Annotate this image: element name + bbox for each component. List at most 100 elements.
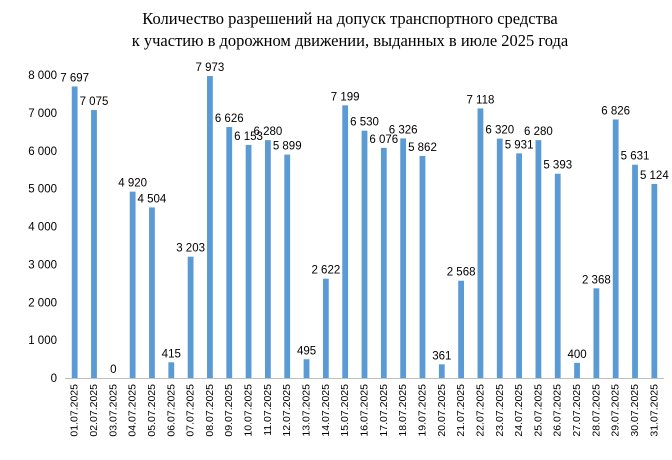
bar-value-label: 6 153 (234, 131, 263, 143)
x-tick-label: 09.07.2025 (223, 384, 235, 437)
bar (149, 207, 155, 378)
bar-value-label: 5 124 (640, 170, 669, 182)
bar (535, 140, 542, 378)
x-tick-label: 05.07.2025 (146, 384, 158, 437)
bar (322, 278, 329, 378)
bar (574, 362, 580, 378)
x-tick-label: 06.07.2025 (165, 384, 177, 437)
bar-value-label: 5 899 (273, 141, 302, 153)
bar-value-label: 415 (162, 348, 181, 360)
bar-value-label: 6 626 (215, 113, 244, 125)
y-tick-label: 6 000 (28, 146, 57, 158)
y-tick-label: 4 000 (28, 222, 57, 234)
chart-title-line-1: Количество разрешений на допуск транспор… (142, 9, 558, 28)
bar-value-label: 495 (297, 345, 316, 357)
bar (554, 173, 561, 378)
bar-value-label: 7 199 (331, 91, 360, 103)
x-tick-label: 03.07.2025 (107, 384, 119, 437)
bar (612, 119, 619, 379)
x-tick-label: 24.07.2025 (513, 384, 525, 437)
bar (458, 280, 465, 378)
x-tick-label: 01.07.2025 (69, 384, 81, 437)
bar (168, 362, 175, 378)
bar (438, 364, 445, 378)
x-tick-label: 12.07.2025 (281, 384, 293, 437)
x-tick-label: 23.07.2025 (494, 384, 506, 437)
bar (361, 130, 368, 378)
x-tick-label: 14.07.2025 (320, 384, 332, 437)
bar (651, 183, 658, 378)
x-tick-label: 27.07.2025 (571, 384, 583, 437)
bar-value-label: 4 920 (118, 178, 147, 190)
bar-value-label: 6 530 (350, 117, 379, 129)
bar (129, 191, 136, 378)
x-tick-label: 15.07.2025 (339, 384, 351, 437)
x-tick-label: 16.07.2025 (359, 384, 371, 437)
bar (245, 144, 252, 378)
x-tick-label: 10.07.2025 (243, 384, 255, 437)
bar (226, 127, 233, 378)
bar-value-label: 6 320 (485, 125, 514, 137)
x-tick-label: 20.07.2025 (436, 384, 448, 437)
bar-value-label: 0 (110, 364, 116, 376)
x-tick-label: 13.07.2025 (301, 384, 313, 437)
bar-value-label: 5 931 (505, 139, 534, 151)
y-tick-label: 5 000 (28, 184, 57, 196)
bar-value-label: 4 504 (138, 193, 167, 205)
x-tick-label: 26.07.2025 (552, 384, 564, 437)
bar (91, 110, 97, 379)
x-tick-label: 17.07.2025 (378, 384, 390, 437)
bar (400, 138, 407, 378)
bar-value-label: 7 075 (80, 96, 109, 108)
bar (593, 288, 600, 378)
x-tick-labels: 01.07.2025 02.07.2025 03.07.2025 04.07.2025… (69, 384, 661, 437)
bar-value-label: 7 973 (196, 62, 225, 74)
chart-title-line-2: к участию в дорожном движении, выданных … (132, 31, 569, 50)
bar-value-label: 361 (432, 350, 451, 362)
bar (264, 140, 271, 378)
bar (419, 155, 426, 378)
bars (71, 76, 658, 379)
bar-value-label: 6 326 (389, 124, 418, 136)
x-tick-label: 11.07.2025 (262, 384, 274, 436)
x-tick-label: 22.07.2025 (474, 384, 486, 437)
y-tick-label: 1 000 (28, 335, 57, 347)
bar (516, 153, 522, 378)
bar (342, 105, 349, 378)
x-tick-label: 25.07.2025 (532, 384, 544, 437)
x-tick-label: 18.07.2025 (397, 384, 409, 437)
x-tick-label: 28.07.2025 (590, 384, 602, 437)
x-tick-label: 31.07.2025 (648, 384, 660, 437)
bar (632, 164, 638, 378)
bar-value-label: 5 631 (621, 151, 650, 163)
y-tick-label: 0 (51, 373, 57, 385)
bar-value-label: 7 697 (60, 72, 89, 84)
bar (187, 256, 194, 378)
x-tick-label: 29.07.2025 (610, 384, 622, 437)
x-tick-label: 08.07.2025 (204, 384, 216, 437)
bar-value-label: 6 826 (601, 105, 630, 117)
bar (477, 108, 484, 378)
bar (380, 147, 387, 378)
bar (284, 154, 291, 378)
data-labels: 7 697 7 075 0 4 920 4 504 415 3 203 7 973 6 626 6… (60, 62, 669, 376)
x-tick-label: 04.07.2025 (127, 384, 139, 437)
bar-value-label: 6 076 (369, 134, 398, 146)
bar-value-label: 3 203 (176, 243, 205, 255)
bar (496, 138, 503, 378)
bar-value-label: 7 118 (466, 94, 494, 106)
y-tick-label: 8 000 (28, 70, 57, 82)
bar-value-label: 2 568 (447, 267, 476, 279)
bar-value-label: 5 393 (543, 160, 572, 172)
y-tick-labels: 0 1 000 2 000 3 000 4 000 5 000 6 000 7 000 8 00… (28, 70, 57, 385)
x-tick-label: 07.07.2025 (185, 384, 197, 437)
bar-value-label: 400 (567, 349, 586, 361)
y-tick-label: 7 000 (28, 108, 57, 120)
x-tick-label: 19.07.2025 (416, 384, 428, 437)
bar-value-label: 5 862 (408, 142, 437, 154)
bar (71, 86, 78, 378)
bar-value-label: 2 368 (582, 274, 611, 286)
bar-value-label: 6 280 (253, 126, 282, 138)
